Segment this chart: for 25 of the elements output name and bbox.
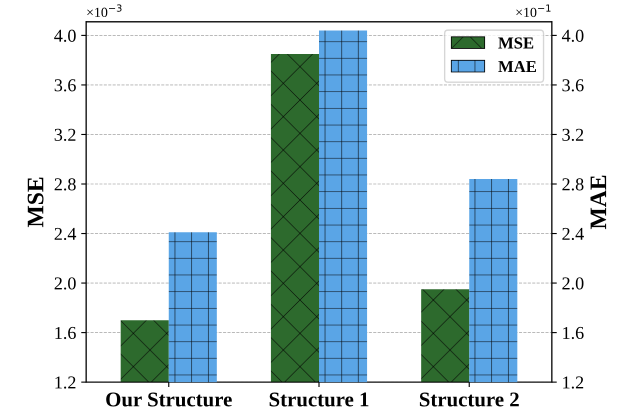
- y2-tick-label: 3.6: [562, 79, 584, 92]
- y-tick-label: 1.2: [55, 376, 76, 389]
- y2-tick-label: 3.2: [562, 128, 584, 141]
- text: ×10$^{−1}$: [516, 4, 550, 18]
- y2-tick-label: 1.6: [563, 326, 584, 340]
- y-tick-label: 3.6: [54, 79, 76, 92]
- legend-label: MSE: [498, 37, 534, 49]
- legend-label: MAE: [498, 61, 536, 72]
- y-tick-label: 2.8: [54, 178, 76, 191]
- y2-tick-label: 2.8: [562, 178, 584, 191]
- x-tick-label: Structure 2: [420, 392, 519, 407]
- y-tick-label: 2.0: [54, 277, 76, 290]
- y-tick-label: 2.4: [54, 228, 76, 240]
- y2-tick-label: 4.0: [562, 30, 584, 42]
- y2-tick-label: 2.0: [562, 277, 584, 290]
- text: ×10$^{−3}$: [87, 4, 122, 18]
- x-tick-label: Our Structure: [106, 392, 232, 407]
- y-axis-title: MSE: [28, 178, 44, 228]
- y-tick-label: 1.6: [55, 326, 76, 340]
- y2-tick-label: 1.2: [563, 376, 584, 389]
- y-tick-label: 4.0: [54, 30, 76, 42]
- y2-axis-title: MAE: [590, 176, 606, 230]
- x-tick-label: Structure 1: [270, 392, 368, 407]
- y-tick-label: 3.2: [54, 128, 76, 141]
- y2-tick-label: 2.4: [562, 228, 584, 240]
